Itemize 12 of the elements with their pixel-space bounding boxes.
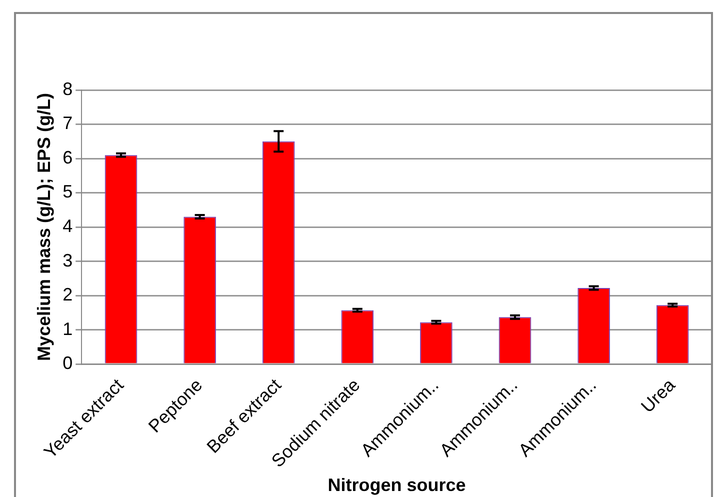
y-tick-label: 6 <box>62 147 73 168</box>
y-tick-label: 2 <box>62 284 73 305</box>
x-tick-label: Urea <box>637 374 680 417</box>
y-tick-label: 1 <box>62 318 73 339</box>
y-tick-label: 5 <box>62 182 73 202</box>
y-tick-label: 7 <box>62 113 73 134</box>
y-tick-label: 0 <box>62 353 73 374</box>
y-tick-label: 3 <box>62 250 73 270</box>
y-tick-label: 8 <box>62 78 73 99</box>
y-tick-label: 4 <box>62 216 73 236</box>
x-axis-title: Nitrogen source <box>328 475 466 496</box>
y-axis-title: Mycelium mass (g/L); EPS (g/L) <box>34 93 54 362</box>
